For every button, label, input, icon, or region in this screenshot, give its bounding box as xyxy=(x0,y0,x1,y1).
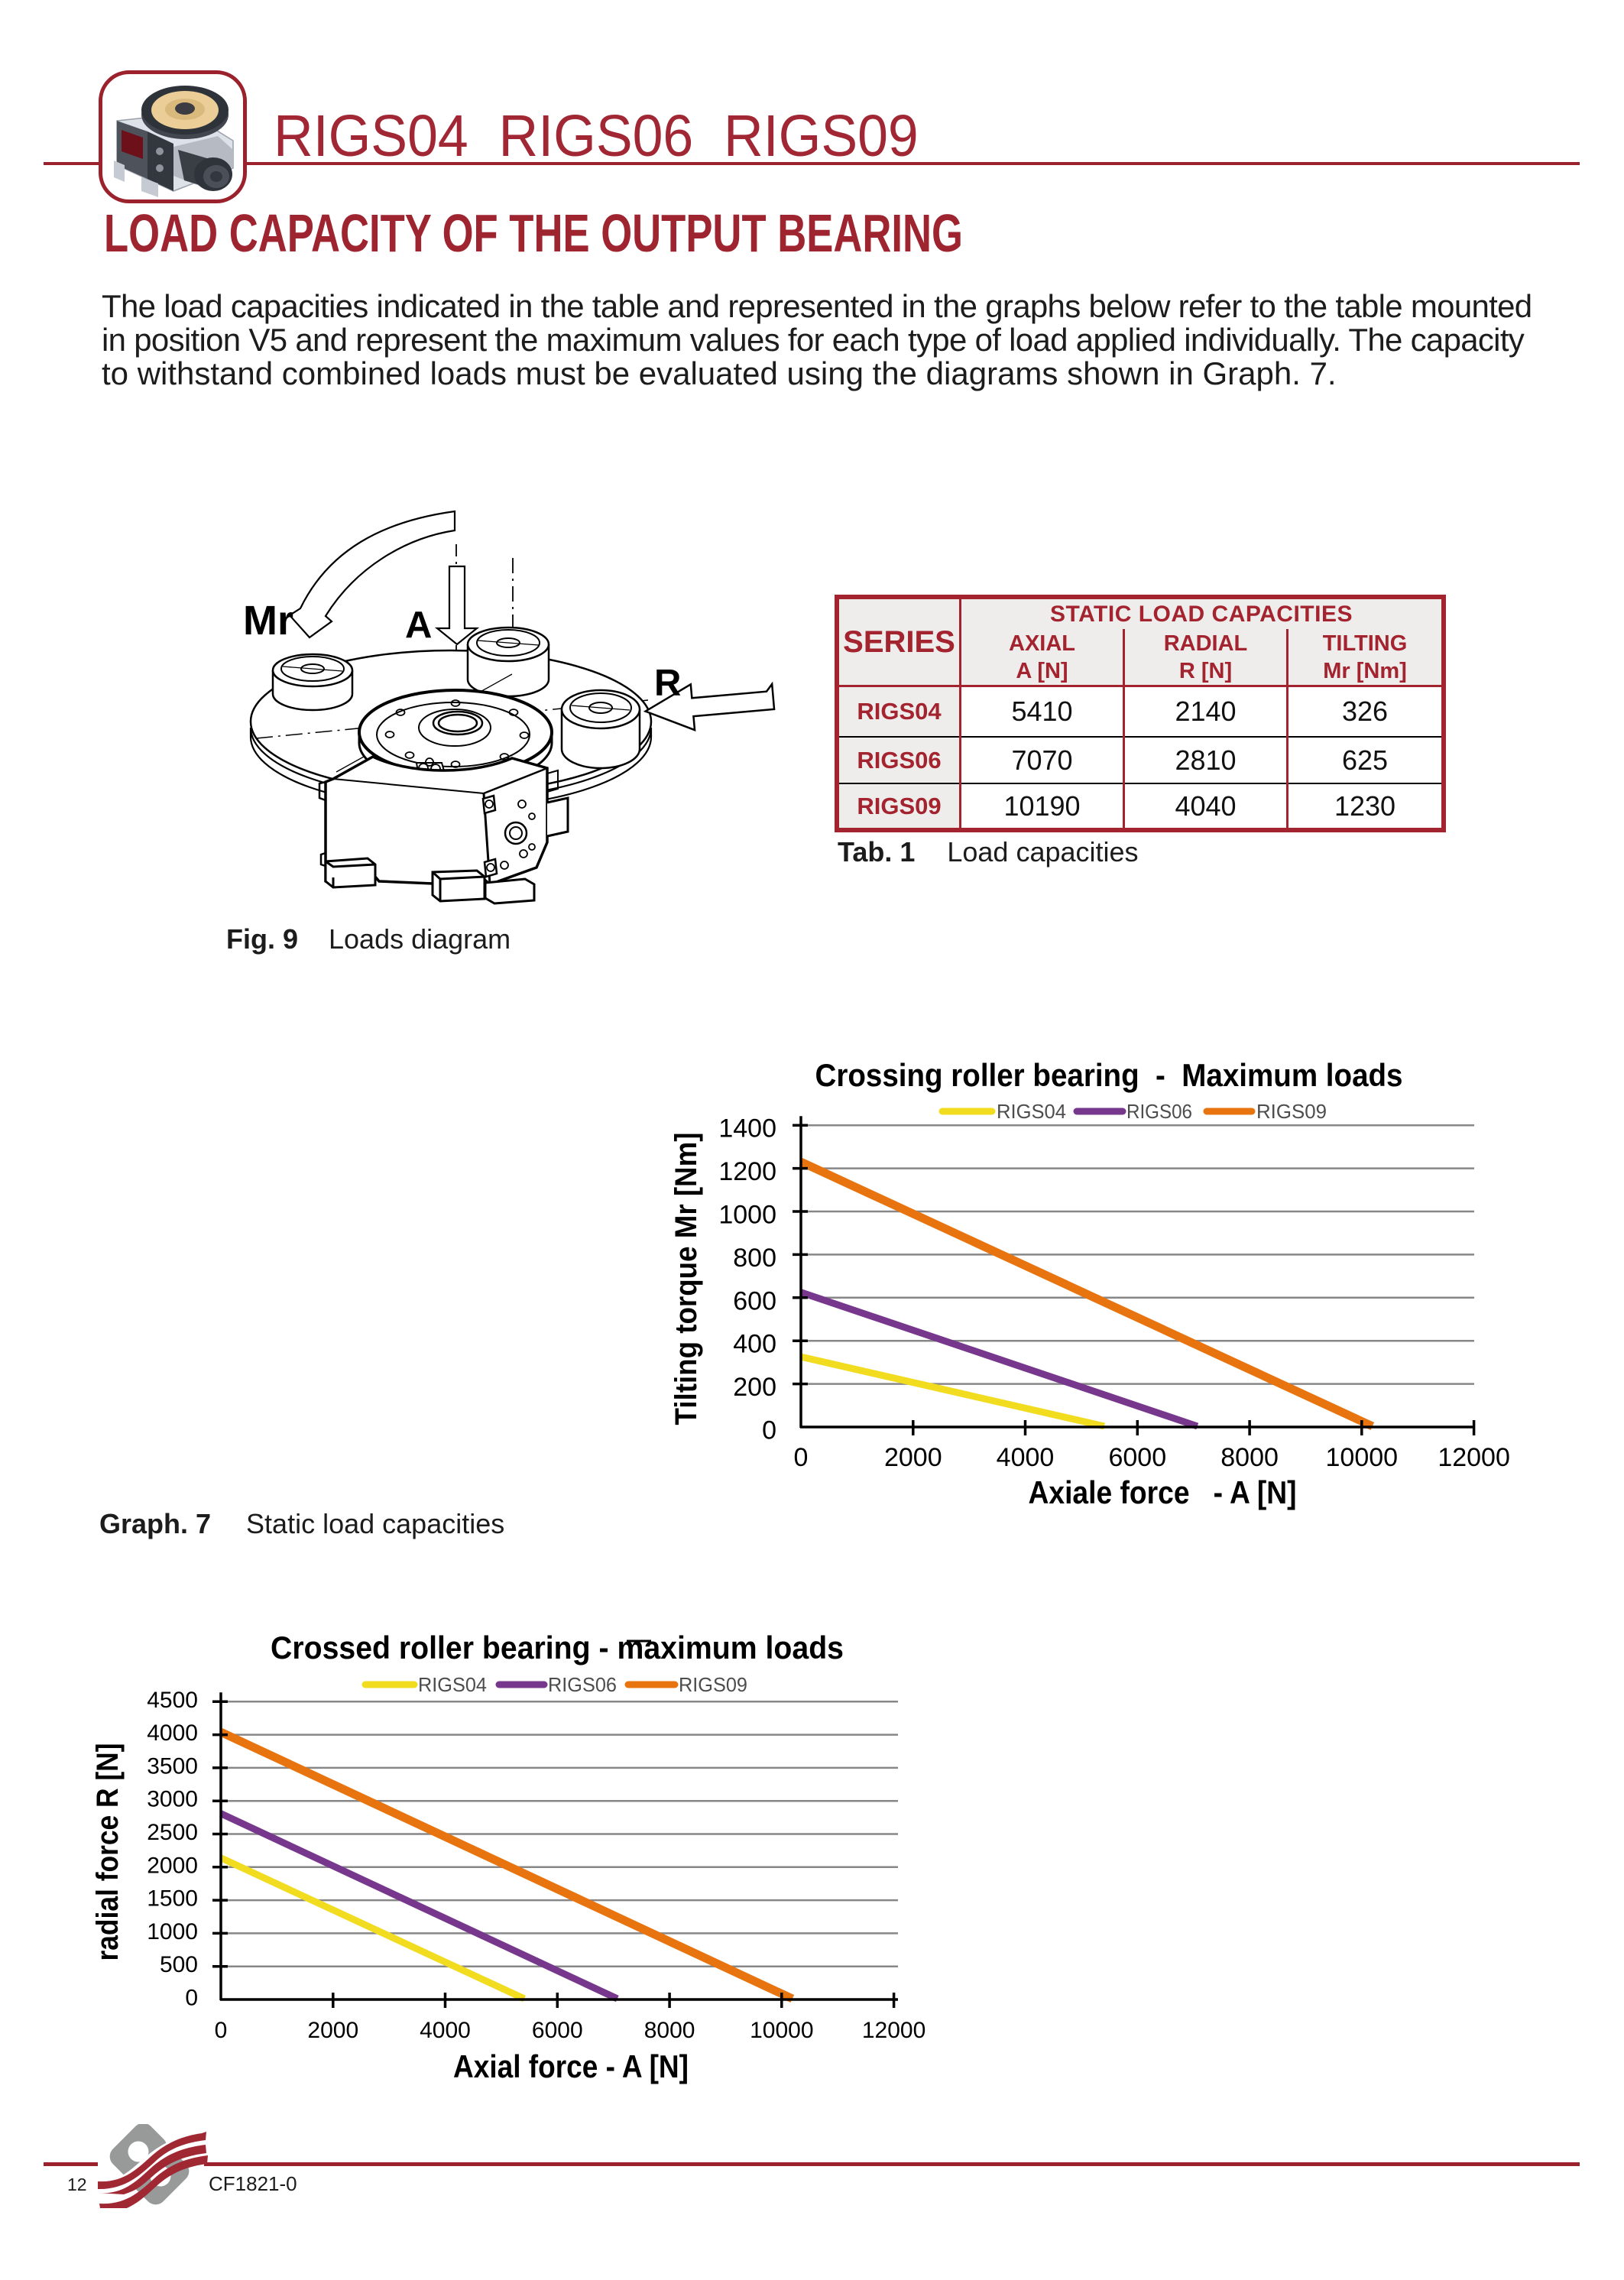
svg-text:Tilting torque Mr [Nm]: Tilting torque Mr [Nm] xyxy=(669,1133,703,1425)
svg-text:800: 800 xyxy=(733,1244,776,1273)
svg-text:RIGS09: RIGS09 xyxy=(679,1673,747,1696)
svg-text:3000: 3000 xyxy=(147,1787,198,1812)
svg-text:RIGS06: RIGS06 xyxy=(548,1673,617,1696)
svg-text:1400: 1400 xyxy=(718,1114,776,1143)
svg-text:4500: 4500 xyxy=(147,1688,198,1713)
svg-text:2500: 2500 xyxy=(147,1820,198,1845)
svg-text:4000: 4000 xyxy=(997,1443,1055,1472)
svg-text:RIGS04: RIGS04 xyxy=(418,1673,487,1696)
svg-text:Mr: Mr xyxy=(243,598,293,644)
svg-text:A: A xyxy=(405,605,432,646)
svg-text:6000: 6000 xyxy=(1108,1443,1166,1472)
svg-text:1200: 1200 xyxy=(718,1157,776,1186)
svg-text:RIGS06: RIGS06 xyxy=(1126,1100,1192,1123)
svg-text:Axial force - A [N]: Axial force - A [N] xyxy=(453,2048,689,2084)
svg-text:radial force R [N]: radial force R [N] xyxy=(91,1743,125,1961)
svg-text:10000: 10000 xyxy=(750,2018,813,2043)
svg-text:RIGS04: RIGS04 xyxy=(997,1100,1066,1123)
svg-text:0: 0 xyxy=(794,1443,809,1472)
svg-text:4000: 4000 xyxy=(147,1721,198,1746)
svg-text:Crossing roller bearing - Ma: Crossing roller bearing - Maximum loads xyxy=(815,1057,1403,1093)
svg-text:500: 500 xyxy=(160,1952,198,1977)
svg-text:2000: 2000 xyxy=(307,2018,358,2043)
svg-text:400: 400 xyxy=(733,1330,776,1359)
svg-text:200: 200 xyxy=(733,1373,776,1402)
svg-text:8000: 8000 xyxy=(644,2018,695,2043)
svg-text:RIGS09: RIGS09 xyxy=(1256,1100,1327,1123)
svg-text:10000: 10000 xyxy=(1326,1443,1399,1472)
svg-text:Crossed roller bearing - maxim: Crossed roller bearing - maximum loads xyxy=(271,1630,844,1665)
svg-text:12000: 12000 xyxy=(1438,1443,1510,1472)
svg-text:6000: 6000 xyxy=(532,2018,583,2043)
svg-text:0: 0 xyxy=(185,1986,198,2011)
svg-text:3500: 3500 xyxy=(147,1753,198,1779)
svg-text:2000: 2000 xyxy=(147,1853,198,1878)
svg-text:0: 0 xyxy=(215,2018,228,2043)
svg-text:1000: 1000 xyxy=(718,1201,776,1230)
svg-text:600: 600 xyxy=(733,1286,776,1315)
svg-text:2000: 2000 xyxy=(884,1443,942,1472)
svg-text:8000: 8000 xyxy=(1220,1443,1279,1472)
svg-text:1500: 1500 xyxy=(147,1886,198,1912)
svg-text:R: R xyxy=(654,663,681,704)
svg-text:1000: 1000 xyxy=(147,1919,198,1944)
svg-text:12000: 12000 xyxy=(862,2018,925,2043)
svg-text:4000: 4000 xyxy=(420,2018,471,2043)
svg-text:Axiale force - A [N]: Axiale force - A [N] xyxy=(1029,1474,1297,1510)
svg-text:0: 0 xyxy=(762,1416,776,1445)
